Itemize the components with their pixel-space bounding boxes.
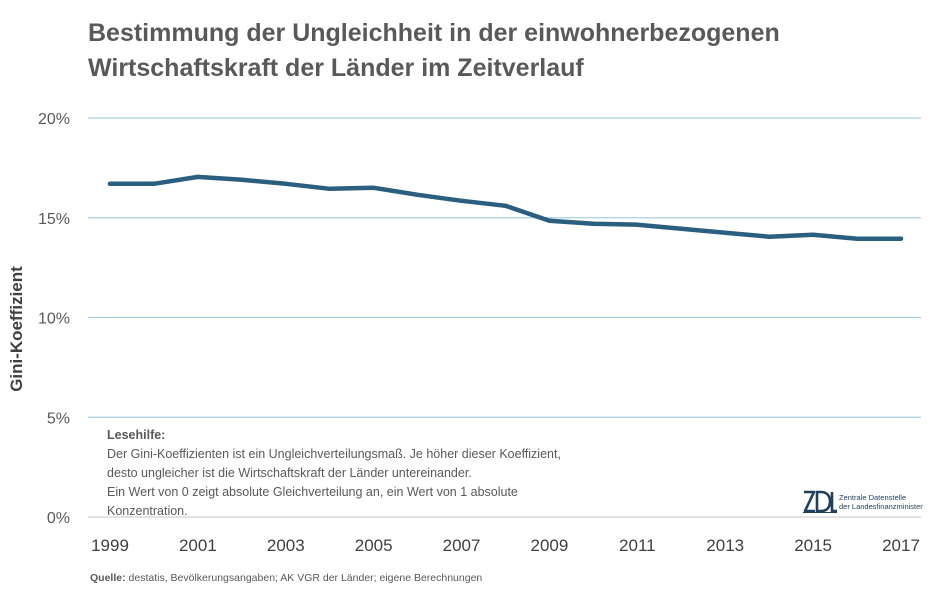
data-point [327,186,332,191]
data-point [723,230,728,235]
x-tick-label: 2013 [706,536,744,555]
zdl-logo-mark [803,490,837,513]
note-line-3: Ein Wert von 0 zeigt absolute Gleichvert… [107,485,518,499]
logo-line-2: der Landesfinanzminister [839,502,923,511]
note-line-2: desto ungleicher ist die Wirtschaftskraf… [107,466,472,480]
zdl-logo-text: Zentrale Datenstelle der Landesfinanzmin… [839,493,923,511]
data-point [854,236,860,241]
reading-help-note: Lesehilfe: Der Gini-Koeffizienten ist ei… [107,426,627,521]
data-point [810,232,816,237]
x-tick-label: 2009 [531,536,569,555]
data-point [898,236,904,241]
data-point [151,181,157,186]
note-line-4: Konzentration. [107,504,188,518]
data-point [459,198,464,203]
x-tick-label: 2003 [267,536,305,555]
source-note: Quelle: destatis, Bevölkerungsangaben; A… [90,572,482,584]
data-point [635,222,640,227]
x-tick-label: 2007 [443,536,481,555]
data-point [371,185,376,190]
data-point [283,181,288,186]
y-tick-label: 0% [47,510,70,527]
y-tick-label: 15% [38,211,70,228]
data-point [503,203,508,208]
y-tick-label: 10% [38,311,70,328]
source-label: Quelle: [90,572,126,584]
data-point [415,192,420,197]
x-tick-label: 2001 [179,536,217,555]
note-line-1: Der Gini-Koeffizienten ist ein Ungleichv… [107,447,561,461]
zdl-logo: Zentrale Datenstelle der Landesfinanzmin… [803,490,933,518]
chart-title: Bestimmung der Ungleichheit in der einwo… [88,16,928,86]
x-tick-label: 2017 [882,536,920,555]
data-point [679,226,684,231]
data-point [591,221,596,226]
chart-title-line-2: Wirtschaftskraft der Länder im Zeitverla… [88,54,584,82]
x-tick-label: 2015 [794,536,832,555]
y-tick-label: 20% [38,111,70,128]
x-tick-label: 2005 [355,536,393,555]
data-point [547,218,552,223]
data-point [767,234,772,239]
data-point [239,177,244,182]
source-text: destatis, Bevölkerungsangaben; AK VGR de… [125,572,483,584]
data-point [195,174,201,180]
data-point [107,181,113,186]
x-tick-label: 2011 [619,536,656,555]
y-tick-label: 5% [47,410,70,427]
logo-line-1: Zentrale Datenstelle [839,493,907,502]
chart-title-line-1: Bestimmung der Ungleichheit in der einwo… [88,19,780,47]
note-title: Lesehilfe: [107,428,166,442]
x-tick-label: 1999 [91,536,129,555]
